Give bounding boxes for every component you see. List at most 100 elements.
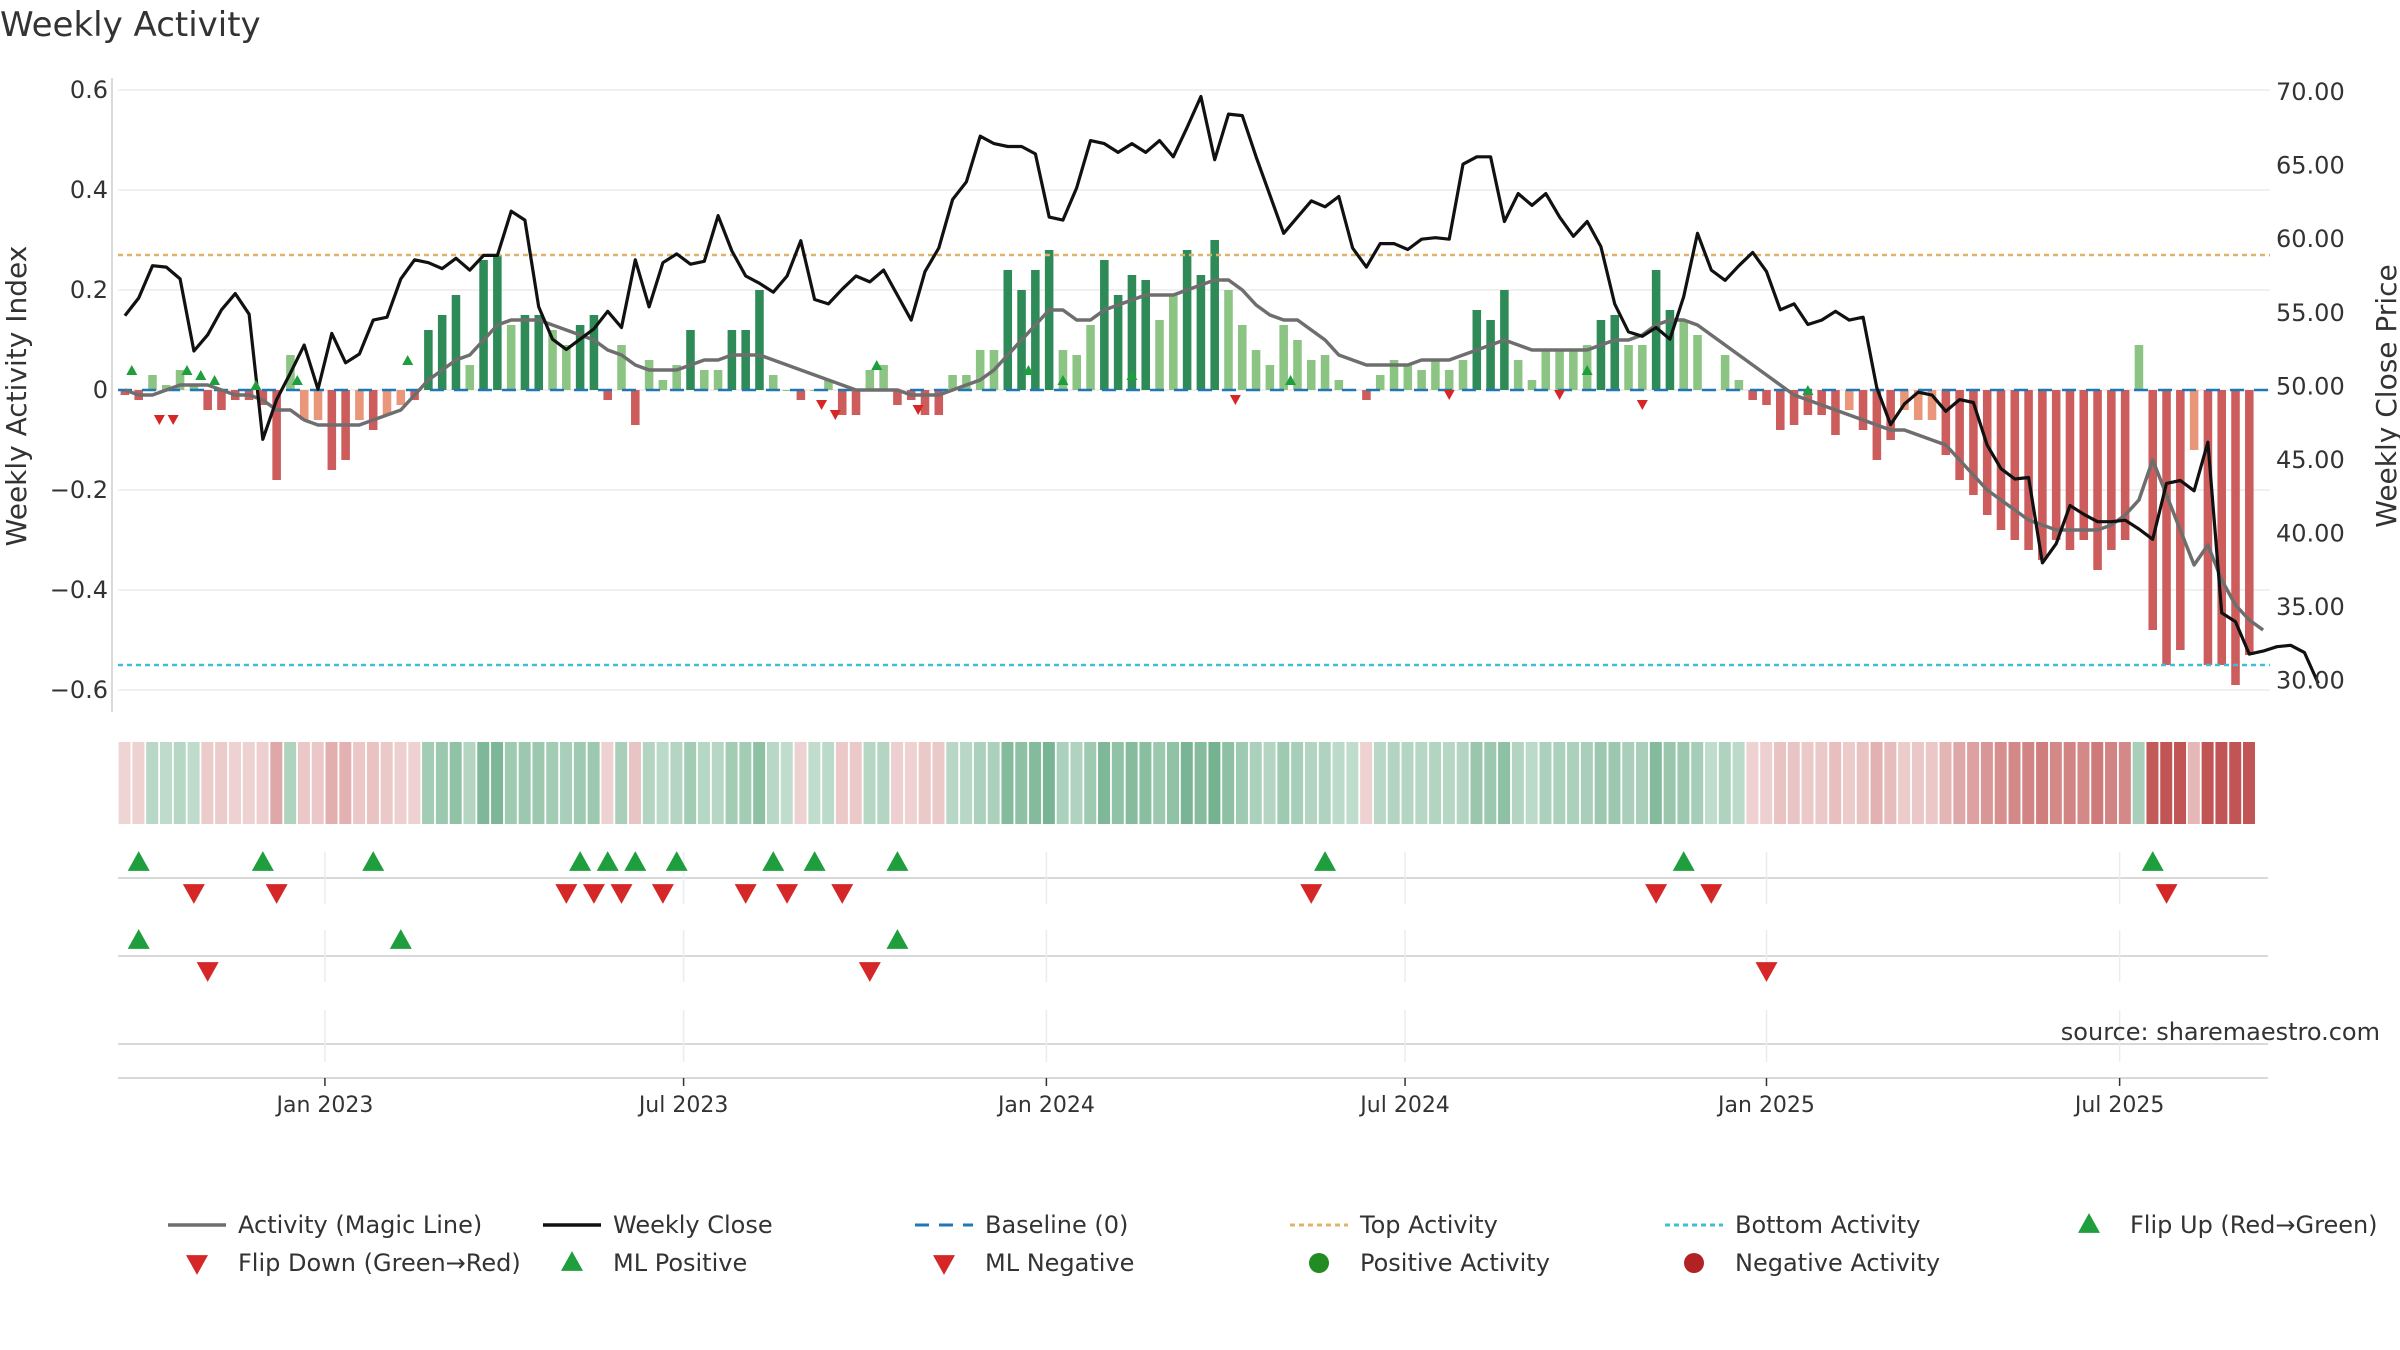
heat-cell: [1263, 742, 1276, 824]
activity-bar: [1541, 350, 1551, 390]
activity-bar: [258, 390, 268, 405]
heat-cell: [2008, 742, 2021, 824]
heat-cell: [1387, 742, 1400, 824]
heat-cell: [1815, 742, 1828, 824]
heat-cell: [284, 742, 297, 824]
activity-bar: [203, 390, 212, 410]
heat-cell: [1401, 742, 1414, 824]
heat-cell: [835, 742, 848, 824]
right-tick-label: 40.00: [2276, 519, 2345, 547]
heat-cell: [1842, 742, 1855, 824]
activity-bar: [327, 390, 337, 470]
left-axis-label: Weekly Activity Index: [0, 246, 33, 547]
activity-bar: [1431, 360, 1440, 390]
heat-cell: [1498, 742, 1511, 824]
heat-cell: [366, 742, 379, 824]
activity-bar: [1513, 360, 1523, 390]
ml-negative-marker: [912, 405, 924, 415]
heat-cell: [159, 742, 172, 824]
right-tick-label: 60.00: [2276, 225, 2345, 253]
heat-cell: [766, 742, 779, 824]
heat-cell: [1042, 742, 1055, 824]
heat-cell: [1773, 742, 1786, 824]
activity-bar: [437, 315, 447, 390]
heat-cell: [1429, 742, 1442, 824]
ml-positive-signal: [389, 929, 412, 949]
ml-positive-marker: [250, 380, 262, 390]
heat-cell: [2105, 742, 2118, 824]
activity-bar: [2134, 345, 2144, 390]
heat-cell: [449, 742, 462, 824]
heat-cell: [1304, 742, 1317, 824]
activity-bar: [603, 390, 612, 400]
heat-cell: [2063, 742, 2076, 824]
activity-bar: [548, 330, 557, 390]
heat-cell: [1525, 742, 1538, 824]
legend-label: Flip Up (Red→Green): [2130, 1211, 2378, 1239]
heat-cell: [1691, 742, 1704, 824]
heat-cell: [173, 742, 186, 824]
heat-cell: [1235, 742, 1248, 824]
right-axis: 70.00 65.00 60.00 55.00 50.00 45.00 40.00 35.00…: [2276, 78, 2345, 695]
ml-positive-marker: [181, 365, 193, 375]
heat-cell: [946, 742, 959, 824]
heat-cell: [380, 742, 393, 824]
heat-cell: [1567, 742, 1580, 824]
heat-cell: [118, 742, 131, 824]
heat-cell: [1098, 742, 1111, 824]
flip-up-marker: [251, 851, 274, 871]
activity-bar: [355, 390, 364, 420]
activity-bar: [1279, 325, 1288, 390]
legend-swatch: [1309, 1253, 1329, 1273]
activity-bar: [1086, 325, 1095, 390]
heat-cell: [1898, 742, 1911, 824]
signal-panel: [118, 851, 2268, 1079]
activity-bar: [1900, 390, 1909, 410]
activity-bar: [520, 315, 530, 390]
activity-bar: [1072, 355, 1082, 390]
heat-cell: [1718, 742, 1731, 824]
activity-bar: [1306, 360, 1316, 390]
activity-bar: [120, 390, 130, 395]
activity-bar: [975, 350, 985, 390]
flip-down-marker: [610, 884, 633, 904]
activity-bar: [1210, 240, 1219, 390]
ml-negative-signal: [196, 962, 219, 982]
activity-bar: [1224, 290, 1233, 390]
ml-positive-marker: [402, 355, 414, 365]
heat-cell: [601, 742, 614, 824]
left-tick-label: 0: [93, 376, 108, 404]
activity-bar: [589, 315, 599, 390]
activity-bar: [506, 325, 516, 390]
heat-cell: [1622, 742, 1635, 824]
heat-cell: [1456, 742, 1469, 824]
heat-cell: [1070, 742, 1083, 824]
activity-bar: [1362, 390, 1371, 400]
heat-cell: [1415, 742, 1428, 824]
heat-cell: [1760, 742, 1773, 824]
heat-cell: [242, 742, 255, 824]
reference-lines: [118, 253, 2270, 667]
heat-cell: [1705, 742, 1718, 824]
activity-bar: [1141, 280, 1150, 390]
activity-bar: [2189, 390, 2199, 450]
activity-bar: [1693, 335, 1702, 390]
ml-negative-marker: [829, 410, 841, 420]
activity-bar: [2065, 390, 2075, 550]
left-tick-label: 0.2: [70, 276, 108, 304]
heat-cell: [960, 742, 973, 824]
flip-up-marker: [886, 851, 909, 871]
flip-up-marker: [624, 851, 647, 871]
heat-cell: [477, 742, 490, 824]
heat-cell: [1925, 742, 1938, 824]
activity-bar: [1155, 320, 1164, 390]
right-tick-label: 30.00: [2276, 667, 2345, 695]
activity-bar: [1927, 390, 1937, 420]
activity-bar: [713, 370, 723, 390]
activity-bar: [1651, 270, 1661, 390]
ml-positive-marker: [1057, 375, 1069, 385]
ml-negative-signal: [858, 962, 881, 982]
activity-bar: [1803, 390, 1813, 415]
activity-bar: [1982, 390, 1992, 515]
activity-bar: [2120, 390, 2130, 540]
